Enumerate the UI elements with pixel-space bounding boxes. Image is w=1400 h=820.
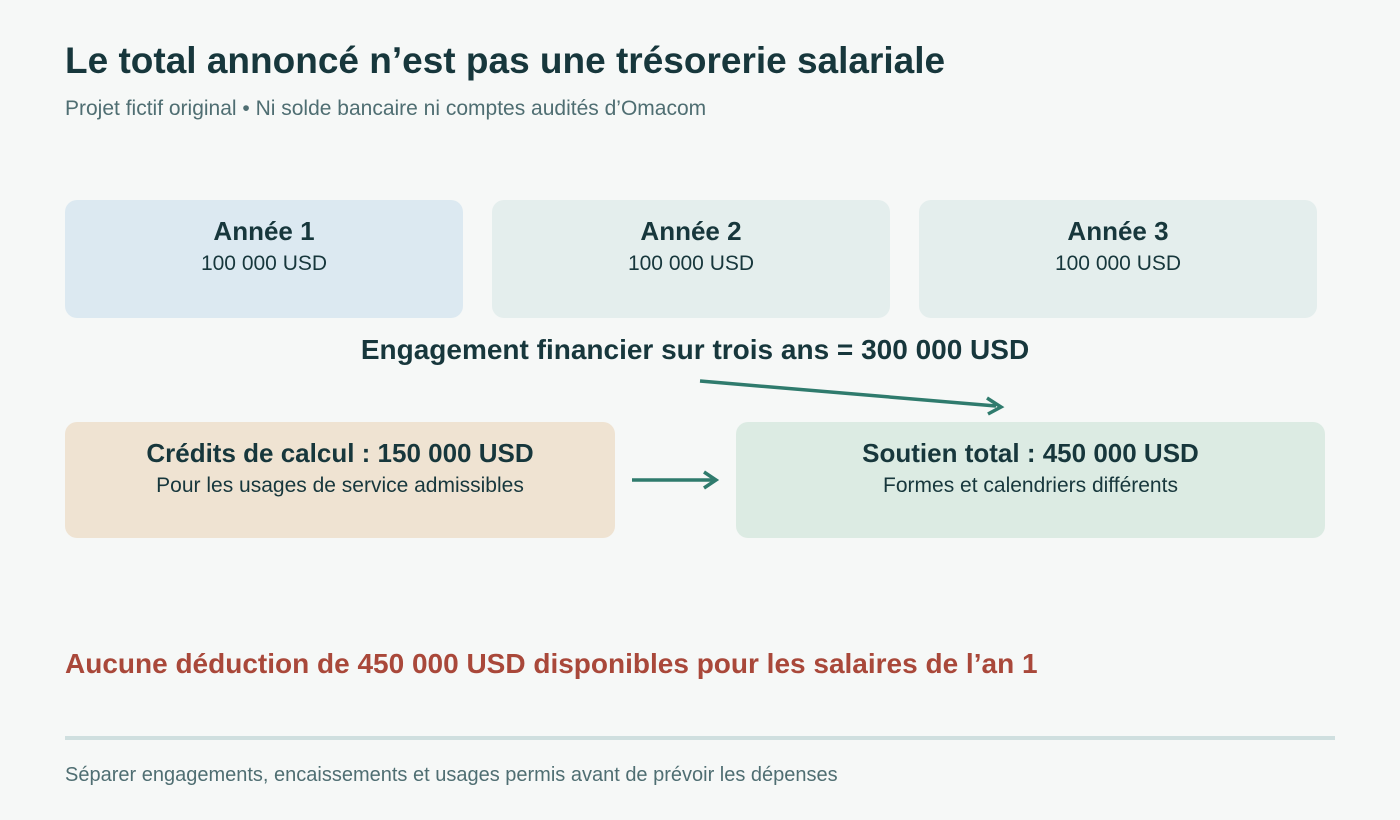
year-1-label: Année 1: [213, 216, 315, 246]
year-1-box: Année 1 100 000 USD: [65, 200, 463, 318]
total-support-title: Soutien total : 450 000 USD: [862, 438, 1199, 468]
year-3-box: Année 3 100 000 USD: [919, 200, 1317, 318]
warning-statement: Aucune déduction de 450 000 USD disponib…: [65, 648, 1038, 679]
compute-credits-title: Crédits de calcul : 150 000 USD: [146, 438, 534, 468]
credits-to-support-arrow-icon: [632, 470, 720, 490]
commitment-total-label: Engagement financier sur trois ans = 300…: [360, 334, 1030, 365]
year-3-amount: 100 000 USD: [1054, 252, 1182, 275]
year-1-amount: 100 000 USD: [200, 252, 328, 275]
year-2-label: Année 2: [640, 216, 742, 246]
page-subtitle: Projet fictif original • Ni solde bancai…: [65, 97, 707, 120]
footer-divider: [65, 736, 1335, 740]
year-2-amount: 100 000 USD: [627, 252, 755, 275]
compute-credits-description: Pour les usages de service admissibles: [156, 474, 524, 497]
year-3-label: Année 3: [1067, 216, 1169, 246]
page-title: Le total annoncé n’est pas une trésoreri…: [65, 40, 946, 81]
compute-credits-box: Crédits de calcul : 150 000 USD Pour les…: [65, 422, 615, 538]
total-support-box: Soutien total : 450 000 USD Formes et ca…: [736, 422, 1325, 538]
total-support-description: Formes et calendriers différents: [883, 474, 1178, 497]
footer-note: Séparer engagements, encaissements et us…: [65, 764, 838, 786]
year-2-box: Année 2 100 000 USD: [492, 200, 890, 318]
commitment-to-support-arrow-icon: [699, 379, 1005, 416]
